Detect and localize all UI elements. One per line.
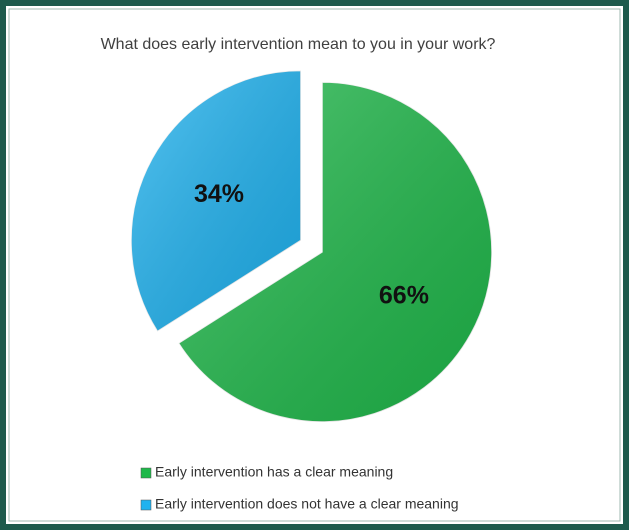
legend-swatch bbox=[140, 467, 152, 479]
data-label: 66% bbox=[379, 282, 429, 310]
legend-swatch bbox=[140, 499, 152, 511]
inner-frame bbox=[8, 8, 621, 522]
chart-title: What does early intervention mean to you… bbox=[101, 36, 496, 53]
legend-label: Early intervention does not have a clear… bbox=[155, 496, 459, 512]
data-label: 34% bbox=[194, 180, 244, 208]
legend-label: Early intervention has a clear meaning bbox=[155, 464, 393, 480]
